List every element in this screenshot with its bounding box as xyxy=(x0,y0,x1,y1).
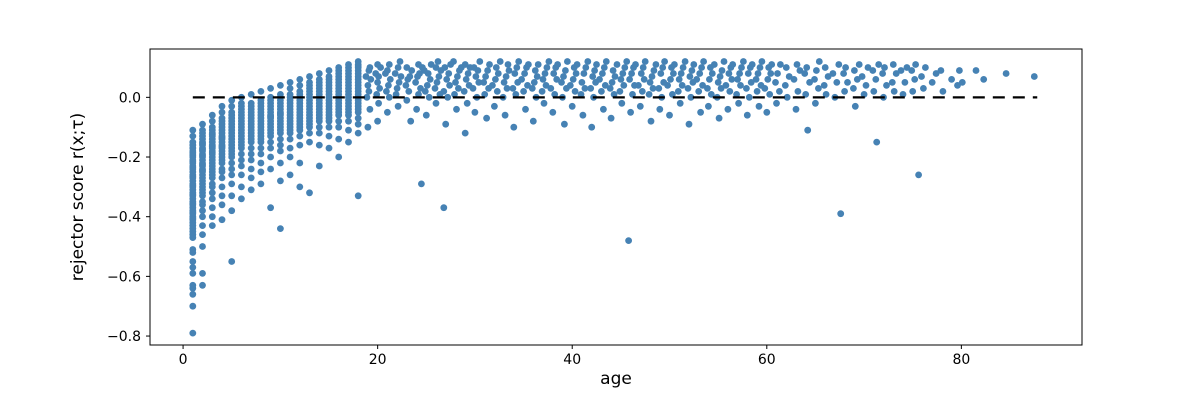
y-tick-label: −0.6 xyxy=(107,269,141,285)
x-axis-label: age xyxy=(600,369,632,389)
axes xyxy=(149,48,1083,346)
x-tick-label: 0 xyxy=(179,352,188,368)
scatter-points xyxy=(189,58,1038,337)
x-axis-ticks: 0 20 40 60 80 xyxy=(179,345,970,368)
axes-frame xyxy=(149,48,1083,346)
x-tick-label: 80 xyxy=(952,352,970,368)
y-tick-label: −0.2 xyxy=(107,150,141,166)
y-tick-label: 0.0 xyxy=(119,90,141,106)
x-tick-label: 60 xyxy=(758,352,776,368)
y-tick-label: −0.8 xyxy=(107,329,141,345)
y-axis-ticks: 0.0 −0.2 −0.4 −0.6 −0.8 xyxy=(107,90,150,345)
x-tick-label: 40 xyxy=(563,352,581,368)
x-tick-label: 20 xyxy=(369,352,387,368)
y-tick-label: −0.4 xyxy=(107,210,141,226)
